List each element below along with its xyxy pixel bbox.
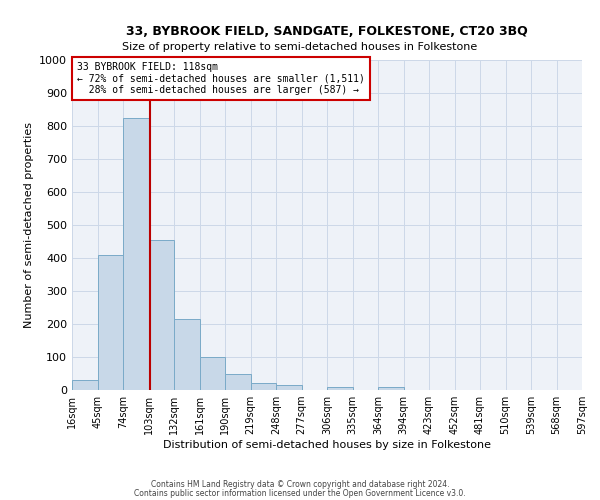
Bar: [149, 240, 174, 390]
Bar: [251, 382, 276, 390]
Bar: [97, 254, 123, 390]
Bar: [225, 374, 251, 390]
Bar: [174, 319, 199, 390]
Text: Contains HM Land Registry data © Crown copyright and database right 2024.: Contains HM Land Registry data © Crown c…: [151, 480, 449, 489]
Text: Size of property relative to semi-detached houses in Folkestone: Size of property relative to semi-detach…: [122, 42, 478, 52]
Bar: [72, 380, 97, 390]
Text: Contains public sector information licensed under the Open Government Licence v3: Contains public sector information licen…: [134, 488, 466, 498]
X-axis label: Distribution of semi-detached houses by size in Folkestone: Distribution of semi-detached houses by …: [163, 440, 491, 450]
Y-axis label: Number of semi-detached properties: Number of semi-detached properties: [23, 122, 34, 328]
Title: 33, BYBROOK FIELD, SANDGATE, FOLKESTONE, CT20 3BQ: 33, BYBROOK FIELD, SANDGATE, FOLKESTONE,…: [126, 25, 528, 38]
Bar: [327, 386, 353, 390]
Text: 33 BYBROOK FIELD: 118sqm
← 72% of semi-detached houses are smaller (1,511)
  28%: 33 BYBROOK FIELD: 118sqm ← 72% of semi-d…: [77, 62, 365, 95]
Bar: [378, 386, 404, 390]
Bar: [199, 357, 225, 390]
Bar: [123, 118, 149, 390]
Bar: [276, 386, 302, 390]
